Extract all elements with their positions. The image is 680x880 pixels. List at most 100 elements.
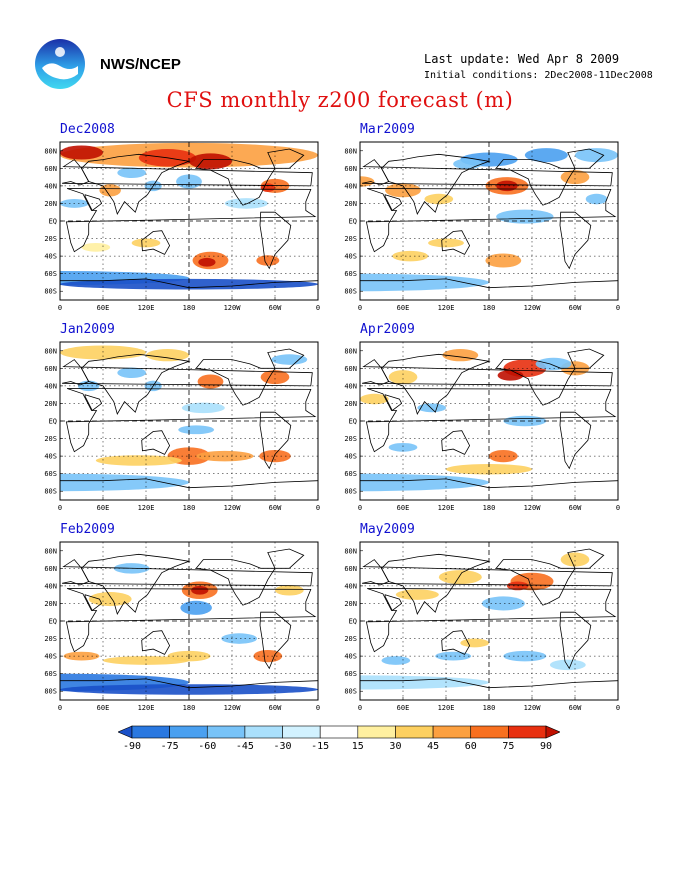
- coastline: [567, 548, 605, 569]
- anomaly-region: [446, 464, 532, 475]
- anomaly-region: [60, 473, 189, 492]
- anomaly-region: [221, 633, 258, 644]
- page-title: CFS monthly z200 forecast (m): [166, 88, 514, 112]
- coastline: [559, 411, 592, 470]
- coastline: [259, 611, 292, 670]
- lon-tick-label: 120W: [224, 504, 242, 512]
- coastline: [495, 559, 576, 606]
- lon-tick-label: 120W: [224, 704, 242, 712]
- lon-tick-label: 0: [58, 704, 62, 712]
- lat-tick-label: EQ: [49, 618, 57, 626]
- anomaly-region: [60, 145, 103, 160]
- lat-tick-label: EQ: [349, 618, 357, 626]
- lon-tick-label: 60E: [397, 704, 410, 712]
- anomaly-region: [428, 238, 464, 248]
- lat-tick-label: 60S: [44, 670, 57, 678]
- lat-tick-label: 60N: [344, 365, 357, 373]
- panel-label-jan2009: Jan2009: [60, 322, 115, 337]
- anomaly-region: [497, 370, 524, 381]
- colorbar-segment: [118, 725, 133, 739]
- lat-tick-label: 20N: [344, 600, 357, 608]
- coastline: [195, 359, 276, 406]
- anomaly-region: [460, 638, 489, 648]
- coastline: [384, 394, 403, 412]
- anomaly-region: [260, 370, 290, 385]
- initial-conditions-text: Initial conditions: 2Dec2008-11Dec2008: [424, 70, 653, 81]
- colorbar-tick-label: 45: [427, 741, 439, 752]
- coastline: [381, 153, 491, 216]
- colorbar-tick-label: -45: [236, 741, 254, 752]
- panel-label-feb2009: Feb2009: [60, 522, 115, 537]
- lat-tick-label: 60N: [44, 565, 57, 573]
- anomaly-region: [360, 273, 489, 292]
- coastline: [195, 159, 276, 206]
- coastline: [441, 630, 471, 655]
- coastline: [559, 211, 592, 270]
- lat-tick-label: 60S: [44, 270, 57, 278]
- coastline: [84, 394, 103, 412]
- anomaly-region: [146, 349, 189, 362]
- coastline: [365, 388, 617, 453]
- coastline: [84, 594, 103, 612]
- lon-tick-label: 60W: [269, 504, 282, 512]
- anomaly-region: [271, 354, 308, 365]
- lon-tick-label: 180: [483, 704, 496, 712]
- coastline: [195, 559, 276, 606]
- anomaly-region: [535, 357, 572, 371]
- anomaly-region: [496, 180, 518, 192]
- coastline: [81, 553, 191, 616]
- lat-tick-label: 80S: [44, 288, 57, 296]
- lon-tick-label: 180: [183, 704, 196, 712]
- lon-tick-label: 0: [316, 704, 320, 712]
- lat-tick-label: 40S: [344, 653, 357, 661]
- anomaly-region: [496, 209, 554, 224]
- anomaly-region: [131, 238, 161, 248]
- anomaly-region: [360, 176, 375, 187]
- last-update-text: Last update: Wed Apr 8 2009: [424, 52, 620, 66]
- anomaly-region: [99, 184, 121, 197]
- coastline: [141, 430, 171, 455]
- lon-tick-label: 120W: [224, 304, 242, 312]
- lat-tick-label: EQ: [49, 218, 57, 226]
- lat-tick-label: 20N: [44, 600, 57, 608]
- lat-tick-label: 40N: [44, 382, 57, 390]
- lon-tick-label: 120E: [438, 704, 455, 712]
- lat-tick-label: 40N: [344, 382, 357, 390]
- lat-tick-label: 40S: [44, 653, 57, 661]
- lat-tick-label: 40S: [44, 253, 57, 261]
- coastline: [141, 630, 171, 655]
- colorbar-segment: [470, 725, 509, 739]
- lat-tick-label: 40N: [44, 182, 57, 190]
- lat-tick-label: 80N: [344, 147, 357, 155]
- lon-tick-label: 0: [58, 304, 62, 312]
- coastline: [267, 548, 305, 569]
- anomaly-region: [117, 367, 146, 378]
- lon-tick-label: 120E: [138, 704, 155, 712]
- anomaly-region: [395, 589, 439, 600]
- org-name: NWS/NCEP: [100, 56, 181, 73]
- colorbar-segment: [395, 725, 434, 739]
- coastline: [259, 211, 292, 270]
- anomaly-region: [60, 278, 318, 290]
- lon-tick-label: 120E: [138, 504, 155, 512]
- anomaly-region: [117, 167, 146, 178]
- anomaly-region: [388, 442, 418, 452]
- colorbar-segment: [131, 725, 170, 739]
- anomaly-region: [360, 473, 489, 492]
- lat-tick-label: 80N: [344, 547, 357, 555]
- lat-tick-label: 60S: [44, 470, 57, 478]
- coastline: [65, 588, 317, 653]
- lat-tick-label: 80N: [344, 347, 357, 355]
- coastline: [81, 153, 191, 216]
- lon-tick-label: 120E: [438, 504, 455, 512]
- anomaly-region: [180, 600, 212, 615]
- panel-label-may2009: May2009: [360, 522, 415, 537]
- coastline: [441, 430, 471, 455]
- lat-tick-label: 80S: [344, 288, 357, 296]
- anomaly-region: [196, 450, 254, 462]
- lon-tick-label: 60W: [269, 704, 282, 712]
- anomaly-region: [191, 585, 209, 595]
